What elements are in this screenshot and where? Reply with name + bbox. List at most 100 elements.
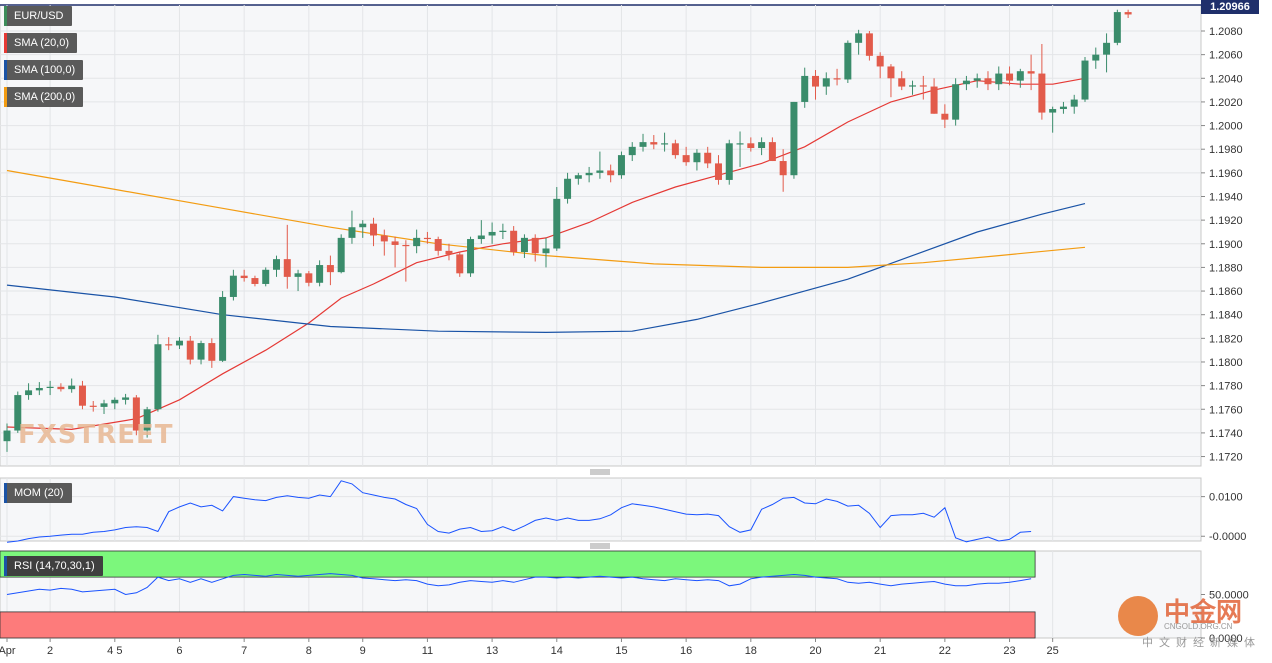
price-tick-label: 1.2080 [1209,26,1243,38]
candle-body [995,73,1003,85]
candle [477,220,485,244]
candle [650,135,658,150]
candle [1016,68,1024,88]
price-tick-label: 1.1840 [1209,310,1243,322]
candle-body [617,155,625,176]
candle-body [952,84,960,120]
candle [876,52,884,79]
candle-body [456,254,464,274]
candle [510,226,518,256]
candle-body [445,250,453,255]
candle [197,340,205,365]
candle [488,222,496,244]
candle-body [585,172,593,176]
candle [844,40,852,84]
price-tick-label: 1.1760 [1209,404,1243,416]
candle-body [844,42,852,80]
candle-body [477,235,485,240]
price-tick-label: 1.1920 [1209,215,1243,227]
rsi-tick-label: 0.0000 [1209,633,1243,645]
candle [111,397,119,410]
candle [456,252,464,277]
last-price-value: 1.20966 [1210,1,1250,13]
candle-body [208,343,216,361]
candle [973,73,981,88]
candle [865,31,873,61]
rsi-line [6,573,1032,596]
legend-sma-200[interactable]: SMA (200,0) [4,87,84,107]
candle [564,172,572,204]
candle-body [564,178,572,199]
date-tick-label: 2 [47,645,53,657]
candle-body [822,78,830,87]
candle-body [919,85,927,87]
candle-body [607,170,615,176]
candle-body [1070,99,1078,107]
candle [294,269,302,292]
date-tick-label: 23 [1003,645,1015,657]
candle [758,137,766,156]
candle [283,224,291,289]
date-axis: Apr 2 4 5 6 7 8 9 11 13 14 15 16 18 20 21 22 23 25 [0,638,1059,657]
candle [348,210,356,244]
date-tick-label: 6 [176,645,182,657]
momentum-line [6,480,1032,543]
candle-body [68,385,76,390]
candle-body [628,146,636,156]
price-tick-label: 1.1880 [1209,262,1243,274]
candle [1006,66,1014,86]
price-tick-label: 1.2040 [1209,73,1243,85]
date-tick-label: 8 [306,645,312,657]
candle-body [693,152,701,163]
candle-body [337,237,345,273]
pane-dividers[interactable] [590,469,610,549]
candle [1124,9,1132,19]
candle [790,101,798,179]
candle-body [294,273,302,277]
candle [725,139,733,185]
candle [639,133,647,152]
price-tick-label: 1.1860 [1209,286,1243,298]
candle-body [165,344,173,346]
candle [219,291,227,362]
candle-body [402,244,410,247]
momentum-panel [0,477,1202,542]
candle-body [553,198,561,249]
candle [186,335,194,365]
candle-body [423,237,431,240]
price-tick-label: 1.1780 [1209,381,1243,393]
candle [962,75,970,91]
legend-momentum-label: MOM (20) [14,487,64,499]
legend-rsi[interactable]: RSI (14,70,30,1) [4,556,103,576]
sma-line [6,203,1086,334]
candle-body [316,265,324,283]
candle-body [78,385,86,406]
fxstreet-watermark-logo: FXSTREET [18,420,174,450]
rsi-zones [0,550,1036,639]
sub-axes: 0.0100 -0.0000 50.0000 0.0000 [1201,492,1249,645]
legend-sma-100[interactable]: SMA (100,0) [4,60,84,80]
legend-symbol[interactable]: EUR/USD [4,6,72,26]
candle-body [1049,109,1057,113]
sma-lines [6,77,1086,431]
legend-momentum[interactable]: MOM (20) [4,483,72,503]
date-tick-label: 18 [745,645,757,657]
candle [175,337,183,349]
legend-sma-20[interactable]: SMA (20,0) [4,33,78,53]
cngold-logo-text: 中金网 [1164,598,1243,628]
price-axis: 1.1720 1.1740 1.1760 1.1780 1.1800 1.1820 1.18… [1201,26,1243,464]
candle-body [175,340,183,346]
date-tick-label: 14 [551,645,563,657]
candle-body [887,66,895,79]
candle [132,395,140,436]
candle [326,255,334,286]
candle [671,139,679,159]
candle-body [768,142,776,162]
candle [682,146,690,166]
candle [208,338,216,368]
candle-body [510,230,518,253]
rsi-tick-label: 50.0000 [1209,590,1249,602]
candle-body [812,75,819,87]
candle [1059,101,1067,114]
